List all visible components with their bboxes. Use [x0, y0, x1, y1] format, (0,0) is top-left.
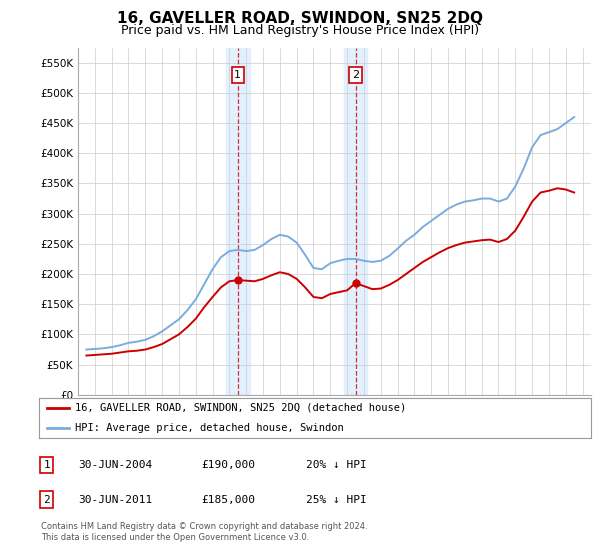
- Text: 30-JUN-2011: 30-JUN-2011: [78, 494, 152, 505]
- Bar: [344, 48, 367, 395]
- Text: £190,000: £190,000: [201, 460, 255, 470]
- Text: 2: 2: [43, 494, 50, 505]
- Text: 1: 1: [43, 460, 50, 470]
- Text: Price paid vs. HM Land Registry's House Price Index (HPI): Price paid vs. HM Land Registry's House …: [121, 24, 479, 36]
- Text: 25% ↓ HPI: 25% ↓ HPI: [306, 494, 367, 505]
- Text: This data is licensed under the Open Government Licence v3.0.: This data is licensed under the Open Gov…: [41, 533, 309, 542]
- Text: 20% ↓ HPI: 20% ↓ HPI: [306, 460, 367, 470]
- Text: 16, GAVELLER ROAD, SWINDON, SN25 2DQ (detached house): 16, GAVELLER ROAD, SWINDON, SN25 2DQ (de…: [75, 403, 406, 413]
- Text: 16, GAVELLER ROAD, SWINDON, SN25 2DQ: 16, GAVELLER ROAD, SWINDON, SN25 2DQ: [117, 11, 483, 26]
- Text: HPI: Average price, detached house, Swindon: HPI: Average price, detached house, Swin…: [75, 423, 344, 433]
- Text: Contains HM Land Registry data © Crown copyright and database right 2024.: Contains HM Land Registry data © Crown c…: [41, 522, 367, 531]
- Text: 2: 2: [352, 70, 359, 80]
- Text: £185,000: £185,000: [201, 494, 255, 505]
- Text: 1: 1: [234, 70, 241, 80]
- Bar: [226, 48, 250, 395]
- Text: 30-JUN-2004: 30-JUN-2004: [78, 460, 152, 470]
